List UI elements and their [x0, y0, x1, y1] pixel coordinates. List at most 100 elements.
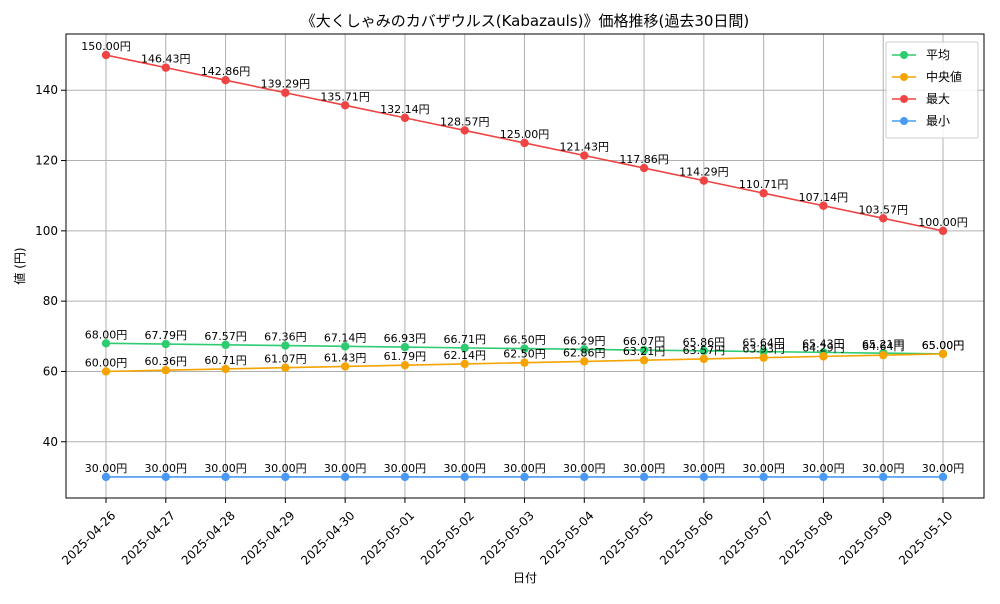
data-label: 114.29円 — [679, 166, 729, 179]
data-label: 66.29円 — [563, 334, 606, 347]
data-label: 100.00円 — [918, 216, 968, 229]
data-point — [340, 342, 350, 351]
legend-entry-label: 中央値 — [926, 69, 962, 84]
data-label-group: 68.00円 67.79円 67.57円 67.36円 67.14円 66.93円 66.7… — [81, 40, 968, 475]
data-point — [281, 341, 290, 350]
data-point — [520, 138, 529, 148]
data-point — [580, 357, 589, 366]
data-point — [520, 344, 529, 353]
data-point — [520, 358, 529, 367]
data-point — [819, 352, 828, 361]
data-point — [639, 163, 649, 173]
data-label: 146.43円 — [141, 53, 191, 66]
data-point — [460, 126, 469, 135]
x-axis-label: 日付 — [513, 571, 537, 585]
data-point — [639, 472, 649, 482]
data-label: 107.14円 — [799, 191, 849, 204]
data-label: 66.07円 — [623, 335, 666, 348]
data-point — [101, 367, 111, 376]
data-label: 66.71円 — [443, 333, 486, 346]
data-point — [400, 472, 410, 482]
data-label: 30.00円 — [264, 462, 307, 475]
data-label: 67.36円 — [264, 331, 307, 344]
legend-swatch-marker — [900, 117, 908, 125]
data-label: 62.86円 — [563, 346, 606, 359]
data-point — [340, 472, 350, 482]
legend-entry-label: 最大 — [926, 92, 950, 106]
data-point — [580, 151, 589, 160]
data-label: 117.86円 — [619, 153, 669, 166]
grid — [66, 34, 984, 498]
data-label: 110.71円 — [739, 178, 789, 191]
data-point — [161, 63, 170, 72]
data-point — [938, 349, 948, 359]
data-point — [460, 343, 469, 353]
data-label: 125.00円 — [500, 128, 550, 141]
y-tick-label: 60 — [43, 364, 58, 378]
data-label: 62.50円 — [503, 348, 546, 361]
data-point — [101, 50, 111, 60]
data-point — [580, 472, 589, 482]
data-point — [221, 472, 230, 482]
data-point — [281, 88, 290, 97]
data-label: 30.00円 — [503, 462, 546, 475]
y-tick-label: 80 — [43, 294, 58, 308]
data-label: 63.21円 — [623, 345, 666, 358]
data-label: 30.00円 — [324, 462, 367, 475]
data-point — [938, 226, 948, 236]
data-label: 135.71円 — [320, 90, 370, 103]
data-point — [699, 176, 709, 185]
data-label: 66.50円 — [503, 334, 546, 347]
data-label: 30.00円 — [683, 462, 726, 475]
data-label: 64.29円 — [802, 341, 845, 354]
data-label: 65.64円 — [742, 337, 785, 350]
data-label: 132.14円 — [380, 103, 430, 116]
data-point — [759, 189, 768, 198]
data-label: 30.00円 — [384, 462, 427, 475]
data-point — [460, 359, 469, 369]
data-point — [580, 345, 589, 354]
data-label: 60.00円 — [85, 356, 128, 369]
data-point — [400, 360, 410, 370]
data-label: 128.57円 — [440, 115, 490, 128]
data-label: 65.21円 — [862, 338, 905, 351]
data-label: 65.00円 — [922, 339, 965, 352]
data-label: 30.00円 — [443, 462, 486, 475]
data-point — [221, 340, 230, 350]
data-point — [879, 350, 888, 360]
data-label: 30.00円 — [742, 462, 785, 475]
y-tick-label: 120 — [35, 154, 58, 168]
data-label: 65.00円 — [922, 339, 965, 352]
data-label: 65.86円 — [683, 336, 726, 349]
data-point — [161, 339, 170, 349]
y-tick-label: 140 — [35, 83, 58, 97]
data-point — [400, 342, 410, 352]
data-point — [221, 75, 230, 85]
data-label: 30.00円 — [204, 462, 247, 475]
data-point — [639, 355, 649, 365]
data-point — [340, 362, 350, 371]
data-point — [639, 345, 649, 355]
legend-swatch-marker — [900, 73, 908, 81]
data-label: 103.57円 — [858, 203, 908, 216]
data-label: 60.71円 — [204, 354, 247, 367]
data-point — [101, 472, 111, 482]
data-point — [879, 214, 888, 223]
data-label: 61.43円 — [324, 351, 367, 364]
data-point — [938, 472, 948, 482]
data-label: 67.79円 — [145, 329, 188, 342]
data-point — [101, 339, 111, 348]
data-point — [759, 353, 768, 362]
data-point — [221, 364, 230, 374]
data-label: 30.00円 — [145, 462, 188, 475]
data-point — [400, 113, 410, 123]
data-label: 67.14円 — [324, 331, 367, 344]
data-label: 60.36円 — [145, 355, 188, 368]
data-label: 63.93円 — [742, 343, 785, 356]
data-label: 30.00円 — [922, 462, 965, 475]
y-tick-label: 40 — [43, 435, 58, 449]
data-label: 66.93円 — [384, 332, 427, 345]
data-label: 67.57円 — [204, 330, 247, 343]
